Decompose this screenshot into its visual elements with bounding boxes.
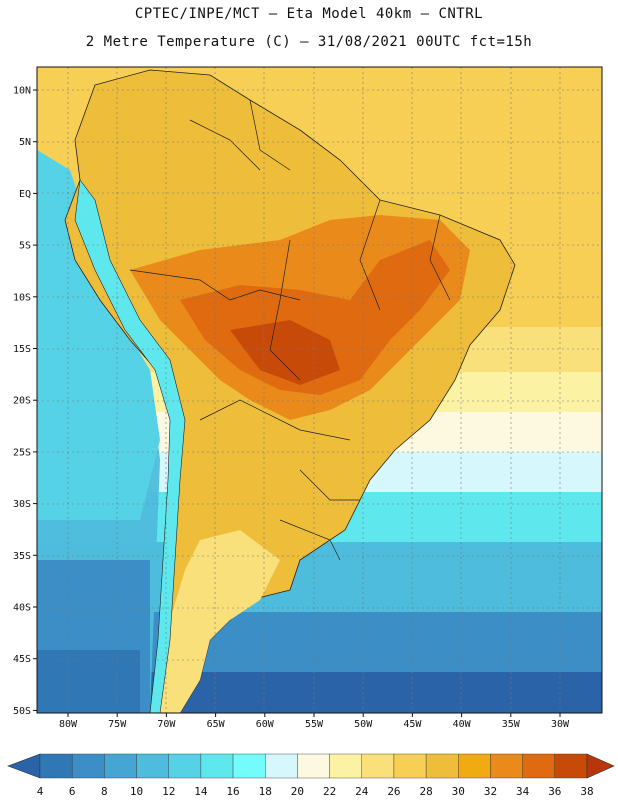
colorbar-label: 12 — [162, 785, 175, 798]
colorbar-label: 34 — [516, 785, 530, 798]
colorbar-arrow-high — [586, 753, 615, 779]
colorbar-label: 32 — [484, 785, 497, 798]
country-borders — [129, 99, 451, 561]
lat-label: 20S — [13, 396, 31, 407]
colorbar-label: 36 — [548, 785, 561, 798]
lat-label: 10S — [13, 292, 31, 303]
gridlines — [37, 67, 602, 713]
colorbar-box — [104, 753, 137, 779]
colorbar-label: 16 — [226, 785, 239, 798]
lon-label: 75W — [108, 719, 127, 730]
lon-label: 55W — [305, 719, 324, 730]
lon-label: 65W — [207, 719, 226, 730]
colorbar-arrow-low — [7, 753, 41, 779]
colorbar: 4 6 8 10 12 14 16 18 20 22 24 26 28 30 32 34 36 38 — [7, 753, 615, 798]
colorbar-label: 26 — [387, 785, 400, 798]
lat-label: 40S — [13, 603, 31, 614]
colorbar-label: 10 — [130, 785, 143, 798]
colorbar-label: 14 — [194, 785, 208, 798]
lat-label: 35S — [13, 551, 31, 562]
land-hottest — [180, 240, 450, 395]
map-frame — [36, 66, 603, 714]
latitude-axis: 10N 5N EQ 5S 10S 15S 20S 25S 30S 35S 40S 45S 50S — [13, 86, 37, 717]
lat-label: 10N — [13, 86, 31, 97]
lat-label: 15S — [13, 344, 31, 355]
colorbar-label: 18 — [259, 785, 272, 798]
colorbar-box — [490, 753, 523, 779]
lat-label: 45S — [13, 654, 31, 665]
longitude-axis: 80W 75W 70W 65W 60W 55W 50W 45W 40W 35W 30W — [59, 713, 570, 730]
lat-label: 30S — [13, 499, 31, 510]
colorbar-box — [393, 753, 427, 779]
lon-label: 30W — [551, 719, 570, 730]
colorbar-box — [265, 753, 298, 779]
colorbar-box — [297, 753, 330, 779]
lon-label: 40W — [453, 719, 472, 730]
colorbar-box — [200, 753, 234, 779]
colorbar-label: 28 — [419, 785, 432, 798]
colorbar-box — [522, 753, 556, 779]
colorbar-box — [425, 753, 459, 779]
colorbar-label: 8 — [101, 785, 108, 798]
lon-label: 35W — [502, 719, 521, 730]
colorbar-box — [329, 753, 362, 779]
title-line-2: 2 Metre Temperature (C) – 31/08/2021 00U… — [85, 34, 533, 50]
colorbar-box — [458, 753, 491, 779]
lat-label: EQ — [19, 189, 31, 200]
map-area — [37, 67, 602, 713]
colorbar-label: 4 — [37, 785, 44, 798]
colorbar-label: 20 — [291, 785, 304, 798]
colorbar-box — [361, 753, 395, 779]
colorbar-label: 38 — [580, 785, 593, 798]
pacific-deep — [37, 650, 140, 713]
lon-label: 60W — [256, 719, 275, 730]
lon-label: 70W — [157, 719, 176, 730]
land-south — [160, 530, 280, 713]
lat-label: 50S — [13, 706, 31, 717]
lat-label: 5N — [19, 137, 31, 148]
land-core — [230, 320, 340, 385]
colorbar-box — [136, 753, 169, 779]
colorbar-box — [168, 753, 202, 779]
lon-label: 50W — [354, 719, 373, 730]
lon-label: 45W — [403, 719, 422, 730]
lon-label: 80W — [59, 719, 78, 730]
colorbar-label: 30 — [452, 785, 465, 798]
colorbar-box — [232, 753, 266, 779]
andes — [74, 179, 186, 713]
lat-label: 5S — [19, 241, 31, 252]
colorbar-box — [71, 753, 105, 779]
lat-label: 25S — [13, 447, 31, 458]
title-line-1: CPTEC/INPE/MCT – Eta Model 40km – CNTRL — [134, 6, 484, 22]
colorbar-label: 24 — [355, 785, 369, 798]
colorbar-box — [39, 753, 73, 779]
colorbar-label: 6 — [69, 785, 76, 798]
colorbar-box — [554, 753, 588, 779]
colorbar-label: 22 — [323, 785, 336, 798]
